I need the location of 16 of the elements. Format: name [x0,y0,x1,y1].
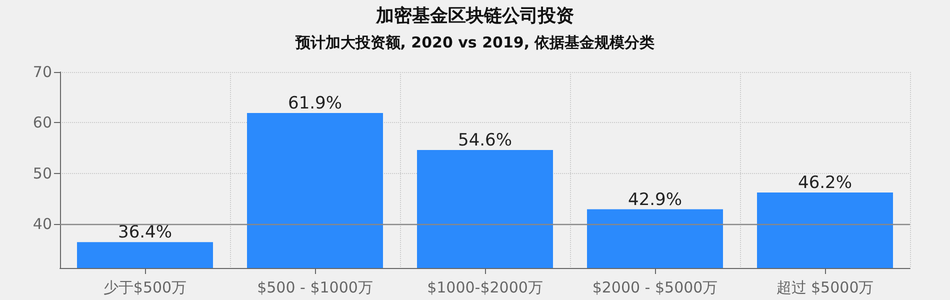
x-tick-label: 超过 $5000万 [776,278,874,296]
y-tick-label: 70 [32,63,52,81]
x-tick-label: $500 - $1000万 [257,278,373,296]
data-label: 46.2% [798,173,852,194]
y-tick-label: 40 [32,214,52,233]
y-tick-label: 50 [32,164,52,182]
y-tick-label: 60 [32,114,52,132]
x-tick-label: 少于$500万 [103,278,187,296]
chart-subtitle: 预计加大投资额, 2020 vs 2019, 依据基金规模分类 [294,34,655,52]
data-label: 54.6% [458,130,512,150]
data-label: 42.9% [628,190,682,210]
data-label: 61.9% [288,94,342,114]
x-tick-label: $1000-$2000万 [427,278,543,296]
x-tick-label: $2000 - $5000万 [592,278,718,296]
chart-title: 加密基金区块链公司投资 [375,6,574,26]
data-label: 36.4% [118,222,172,243]
